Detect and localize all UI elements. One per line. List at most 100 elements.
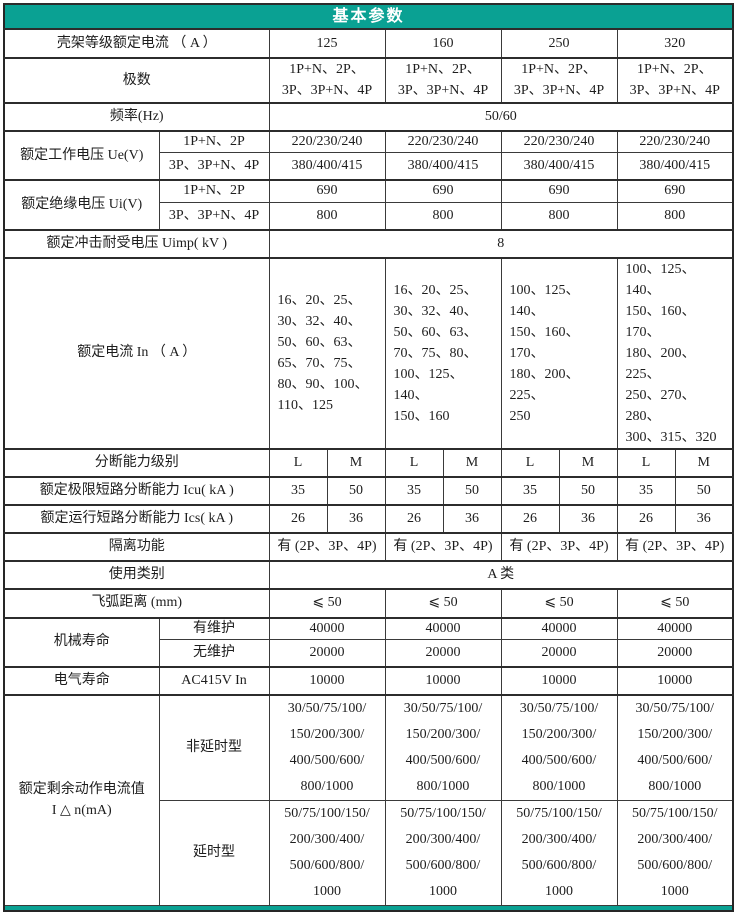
sub-label-insulation-voltage: 1P+N、2P xyxy=(158,179,270,203)
residual-current-value: 30/50/75/100/ 150/200/300/ 400/500/600/ … xyxy=(500,694,618,802)
rated-current-value: 100、125、140、 150、160、170、 180、200、225、 2… xyxy=(616,256,734,450)
working-voltage-value: 220/230/240 xyxy=(616,130,734,154)
sub-label-mechanical-life: 有维护 xyxy=(158,616,270,641)
row-label-icu: 额定极限短路分断能力 Icu( kA ) xyxy=(3,475,270,506)
residual-current-value: 50/75/100/150/ 200/300/400/ 500/600/800/… xyxy=(500,800,618,907)
row-label-usage-category: 使用类别 xyxy=(3,559,270,590)
insulation-voltage-value: 800 xyxy=(384,201,502,231)
row-label-electrical-life: 电气寿命 xyxy=(3,666,160,696)
arc-distance-value: ⩽ 50 xyxy=(268,587,386,619)
breaking-class-value: M xyxy=(674,447,734,478)
row-label-rated-current: 额定电流 In （ A ） xyxy=(3,256,270,450)
poles-value: 1P+N、2P、 3P、3P+N、4P xyxy=(384,57,502,104)
frame-current-value: 125 xyxy=(268,28,386,59)
mechanical-life-value: 40000 xyxy=(500,616,618,641)
ics-value: 26 xyxy=(500,503,560,534)
breaking-class-value: M xyxy=(442,447,502,478)
breaking-class-value: M xyxy=(558,447,618,478)
arc-distance-value: ⩽ 50 xyxy=(384,587,502,619)
insulation-voltage-value: 800 xyxy=(500,201,618,231)
sub-label-residual-non-delay: 非延时型 xyxy=(158,694,270,802)
impulse-voltage-value: 8 xyxy=(268,228,734,259)
working-voltage-value: 220/230/240 xyxy=(384,130,502,154)
frame-current-value: 160 xyxy=(384,28,502,59)
icu-value: 50 xyxy=(326,475,386,506)
icu-value: 35 xyxy=(384,475,444,506)
basic-parameters-table: 基本参数 壳架等级额定电流 （ A ） 125 160 250 320 极数 1… xyxy=(3,2,735,913)
row-label-isolation: 隔离功能 xyxy=(3,531,270,562)
row-label-mechanical-life: 机械寿命 xyxy=(3,616,160,668)
icu-value: 50 xyxy=(558,475,618,506)
usage-category-value: A 类 xyxy=(268,559,734,590)
ics-value: 36 xyxy=(442,503,502,534)
mechanical-life-value: 40000 xyxy=(384,616,502,641)
working-voltage-value: 220/230/240 xyxy=(500,130,618,154)
mechanical-life-value: 20000 xyxy=(500,639,618,668)
icu-value: 35 xyxy=(616,475,676,506)
sub-label-working-voltage: 3P、3P+N、4P xyxy=(158,152,270,181)
isolation-value: 有 (2P、3P、4P) xyxy=(268,531,386,562)
mechanical-life-value: 20000 xyxy=(268,639,386,668)
electrical-life-value: 10000 xyxy=(500,666,618,696)
residual-current-value: 50/75/100/150/ 200/300/400/ 500/600/800/… xyxy=(384,800,502,907)
mechanical-life-value: 40000 xyxy=(268,616,386,641)
electrical-life-value: 10000 xyxy=(268,666,386,696)
working-voltage-value: 380/400/415 xyxy=(268,152,386,181)
frame-current-value: 320 xyxy=(616,28,734,59)
icu-value: 35 xyxy=(500,475,560,506)
poles-value: 1P+N、2P、 3P、3P+N、4P xyxy=(616,57,734,104)
insulation-voltage-value: 800 xyxy=(268,201,386,231)
mechanical-life-value: 40000 xyxy=(616,616,734,641)
residual-current-value: 30/50/75/100/ 150/200/300/ 400/500/600/ … xyxy=(268,694,386,802)
electrical-life-value: 10000 xyxy=(616,666,734,696)
frame-current-value: 250 xyxy=(500,28,618,59)
isolation-value: 有 (2P、3P、4P) xyxy=(616,531,734,562)
electrical-life-value: 10000 xyxy=(384,666,502,696)
insulation-voltage-value: 690 xyxy=(616,179,734,203)
rated-current-value: 100、125、140、 150、160、170、 180、200、225、 2… xyxy=(500,256,618,450)
breaking-class-value: L xyxy=(384,447,444,478)
row-label-working-voltage: 额定工作电压 Ue(V) xyxy=(3,130,160,181)
ics-value: 36 xyxy=(326,503,386,534)
isolation-value: 有 (2P、3P、4P) xyxy=(384,531,502,562)
row-label-ics: 额定运行短路分断能力 Ics( kA ) xyxy=(3,503,270,534)
sub-label-electrical-life: AC415V In xyxy=(158,666,270,696)
working-voltage-value: 380/400/415 xyxy=(616,152,734,181)
row-label-frame-current: 壳架等级额定电流 （ A ） xyxy=(3,28,270,59)
poles-value: 1P+N、2P、 3P、3P+N、4P xyxy=(268,57,386,104)
working-voltage-value: 220/230/240 xyxy=(268,130,386,154)
sub-label-insulation-voltage: 3P、3P+N、4P xyxy=(158,201,270,231)
sub-label-residual-delay: 延时型 xyxy=(158,800,270,907)
table-title: 基本参数 xyxy=(3,2,734,30)
poles-value: 1P+N、2P、 3P、3P+N、4P xyxy=(500,57,618,104)
rated-current-value: 16、20、25、 30、32、40、 50、60、63、 70、75、80、 … xyxy=(384,256,502,450)
icu-value: 35 xyxy=(268,475,328,506)
ics-value: 36 xyxy=(674,503,734,534)
working-voltage-value: 380/400/415 xyxy=(384,152,502,181)
bottom-accent-bar xyxy=(3,905,734,912)
rated-current-value: 16、20、25、 30、32、40、 50、60、63、 65、70、75、 … xyxy=(268,256,386,450)
ics-value: 26 xyxy=(616,503,676,534)
breaking-class-value: L xyxy=(268,447,328,478)
mechanical-life-value: 20000 xyxy=(384,639,502,668)
ics-value: 36 xyxy=(558,503,618,534)
insulation-voltage-value: 690 xyxy=(268,179,386,203)
ics-value: 26 xyxy=(384,503,444,534)
insulation-voltage-value: 800 xyxy=(616,201,734,231)
sub-label-working-voltage: 1P+N、2P xyxy=(158,130,270,154)
icu-value: 50 xyxy=(442,475,502,506)
icu-value: 50 xyxy=(674,475,734,506)
breaking-class-value: L xyxy=(616,447,676,478)
breaking-class-value: L xyxy=(500,447,560,478)
row-label-arc-distance: 飞弧距离 (mm) xyxy=(3,587,270,619)
row-label-residual-current: 额定剩余动作电流值 I △ n(mA) xyxy=(3,694,160,907)
row-label-poles: 极数 xyxy=(3,57,270,104)
arc-distance-value: ⩽ 50 xyxy=(616,587,734,619)
row-label-frequency: 频率(Hz) xyxy=(3,102,270,132)
isolation-value: 有 (2P、3P、4P) xyxy=(500,531,618,562)
breaking-class-value: M xyxy=(326,447,386,478)
insulation-voltage-value: 690 xyxy=(500,179,618,203)
mechanical-life-value: 20000 xyxy=(616,639,734,668)
insulation-voltage-value: 690 xyxy=(384,179,502,203)
